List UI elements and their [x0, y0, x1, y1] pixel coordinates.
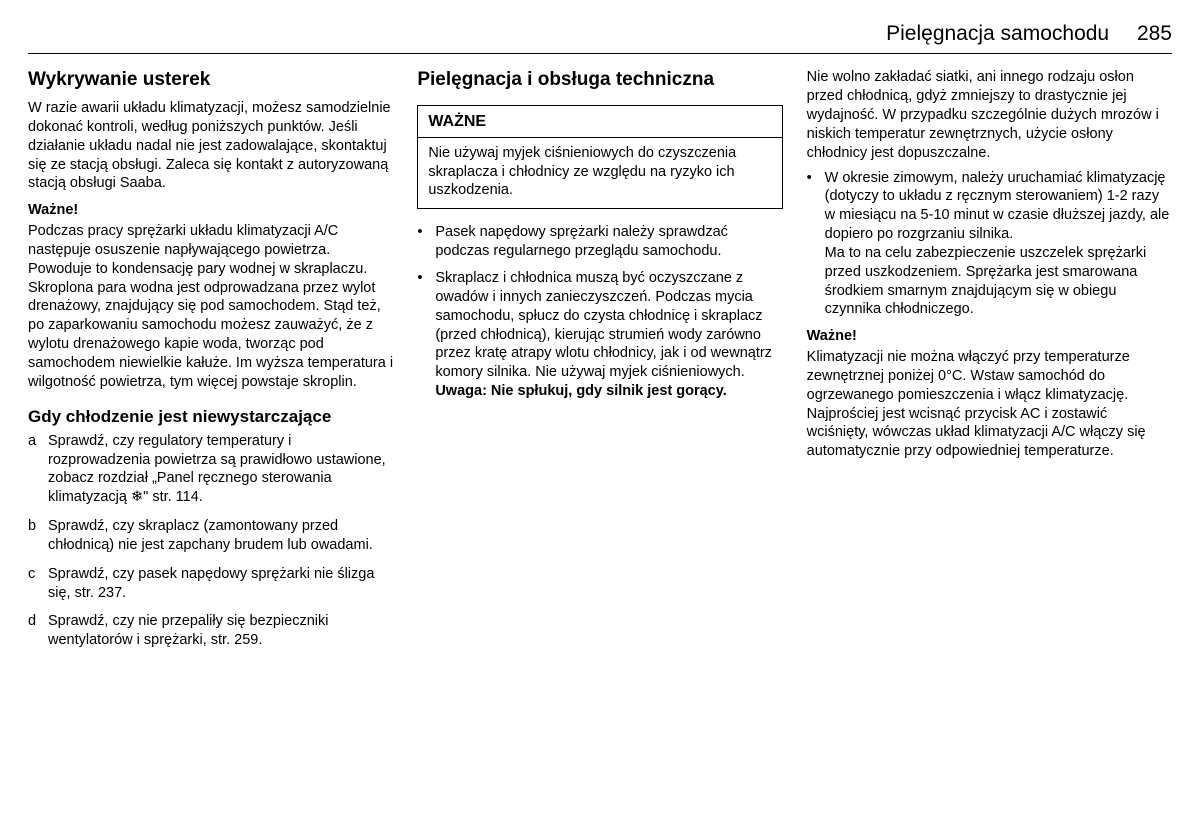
list-text: Sprawdź, czy regulatory temperatury i ro…: [48, 432, 393, 507]
header-title: Pielęgnacja samochodu: [886, 22, 1109, 45]
col3-wazne-label: Ważne!: [807, 327, 1172, 346]
list-item: d Sprawdź, czy nie przepaliły się bezpie…: [28, 612, 393, 650]
warning-box: WAŻNE Nie używaj myjek ciśnieniowych do …: [417, 105, 782, 209]
warning-box-title: WAŻNE: [418, 106, 781, 138]
col3-wazne-body: Klimatyzacji nie można włączyć przy temp…: [807, 348, 1172, 461]
col1-intro: W razie awarii układu klimatyzacji, może…: [28, 99, 393, 193]
list-marker: a: [28, 432, 48, 507]
list-text-body: Skraplacz i chłodnica muszą być oczyszcz…: [435, 270, 772, 380]
col1-subheading: Gdy chłodzenie jest niewystarczające: [28, 406, 393, 428]
warning-box-body: Nie używaj myjek ciśnieniowych do czyszc…: [418, 138, 781, 209]
col1-ordered-list: a Sprawdź, czy regulatory temperatury i …: [28, 432, 393, 650]
page-number: 285: [1137, 22, 1172, 45]
list-text: Sprawdź, czy nie przepaliły się bezpiecz…: [48, 612, 393, 650]
list-item: a Sprawdź, czy regulatory temperatury i …: [28, 432, 393, 507]
col2-bullet-list: • Pasek napędowy sprężarki należy sprawd…: [417, 223, 782, 401]
list-text: Skraplacz i chłodnica muszą być oczyszcz…: [435, 269, 782, 401]
col1-wazne-label: Ważne!: [28, 201, 393, 220]
column-1: Wykrywanie usterek W razie awarii układu…: [28, 68, 393, 660]
list-item: c Sprawdź, czy pasek napędowy sprężarki …: [28, 565, 393, 603]
list-marker: b: [28, 517, 48, 555]
col3-p1: Nie wolno zakładać siatki, ani innego ro…: [807, 68, 1172, 162]
list-text-bold: Uwaga: Nie spłukuj, gdy silnik jest gorą…: [435, 383, 726, 399]
columns: Wykrywanie usterek W razie awarii układu…: [28, 68, 1172, 660]
list-marker: d: [28, 612, 48, 650]
bullet-icon: •: [807, 169, 825, 320]
list-item: • Skraplacz i chłodnica muszą być oczysz…: [417, 269, 782, 401]
list-marker: c: [28, 565, 48, 603]
bullet-icon: •: [417, 269, 435, 401]
list-text: Sprawdź, czy pasek napędowy sprężarki ni…: [48, 565, 393, 603]
list-text: W okresie zimowym, należy uruchamiać kli…: [825, 169, 1172, 320]
list-text: Pasek napędowy sprężarki należy sprawdza…: [435, 223, 782, 261]
col1-heading: Wykrywanie usterek: [28, 68, 393, 93]
list-item: • W okresie zimowym, należy uruchamiać k…: [807, 169, 1172, 320]
column-3: Nie wolno zakładać siatki, ani innego ro…: [807, 68, 1172, 660]
list-item: • Pasek napędowy sprężarki należy sprawd…: [417, 223, 782, 261]
col1-wazne-body: Podczas pracy sprężarki układu klimatyza…: [28, 222, 393, 392]
bullet-icon: •: [417, 223, 435, 261]
column-2: Pielęgnacja i obsługa techniczna WAŻNE N…: [417, 68, 782, 660]
page-header: Pielęgnacja samochodu 285: [28, 20, 1172, 54]
list-item: b Sprawdź, czy skraplacz (zamontowany pr…: [28, 517, 393, 555]
col3-bullet-list: • W okresie zimowym, należy uruchamiać k…: [807, 169, 1172, 320]
col2-heading: Pielęgnacja i obsługa techniczna: [417, 68, 782, 93]
list-text: Sprawdź, czy skraplacz (zamontowany prze…: [48, 517, 393, 555]
